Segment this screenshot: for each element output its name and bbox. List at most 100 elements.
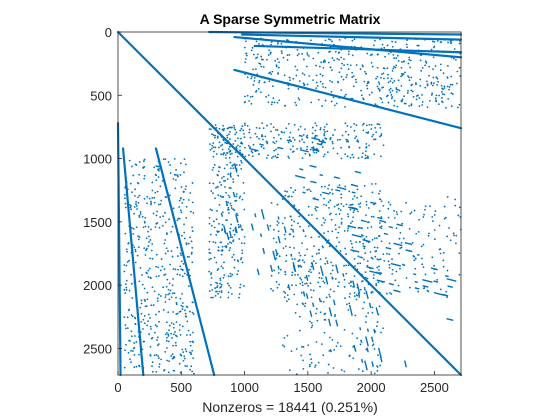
nonzero-point	[284, 190, 286, 193]
nonzero-point	[242, 181, 245, 184]
nonzero-point	[340, 221, 343, 224]
nonzero-point	[227, 206, 230, 209]
nonzero-segment	[360, 358, 364, 363]
nonzero-point	[275, 254, 278, 257]
nonzero-point	[306, 188, 309, 191]
nonzero-point	[420, 257, 423, 260]
x-axis: 0 500 1000 1500 2000 2500	[114, 371, 449, 395]
nonzero-point	[324, 257, 327, 260]
nonzero-point	[169, 194, 171, 197]
nonzero-point	[441, 101, 444, 104]
nonzero-point	[234, 133, 237, 136]
nonzero-point	[176, 335, 178, 338]
nonzero-point	[124, 206, 127, 209]
nonzero-point	[213, 256, 216, 259]
nonzero-segment	[342, 273, 345, 278]
nonzero-point	[167, 333, 170, 336]
nonzero-point	[147, 276, 150, 278]
nonzero-point	[192, 313, 195, 315]
nonzero-point	[167, 340, 170, 343]
nonzero-point	[310, 271, 313, 274]
nonzero-point	[272, 155, 275, 158]
nonzero-point	[355, 124, 358, 127]
nonzero-point	[355, 48, 357, 51]
nonzero-point	[329, 272, 332, 275]
nonzero-point	[244, 95, 246, 98]
nonzero-point	[408, 79, 411, 82]
nonzero-point	[255, 57, 257, 60]
nonzero-point	[281, 45, 284, 48]
nonzero-point	[334, 228, 337, 231]
nonzero-point	[314, 129, 317, 132]
nonzero-point	[440, 54, 443, 57]
nonzero-point	[270, 123, 273, 125]
nonzero-point	[235, 193, 238, 195]
nonzero-point	[266, 124, 268, 127]
nonzero-point	[233, 127, 236, 129]
nonzero-point	[348, 296, 351, 298]
nonzero-point	[287, 298, 290, 301]
nonzero-point	[287, 87, 290, 90]
nonzero-segment	[324, 276, 329, 285]
nonzero-point	[222, 139, 225, 142]
nonzero-point	[222, 267, 224, 270]
nonzero-point	[393, 80, 396, 82]
nonzero-point	[439, 69, 442, 72]
nonzero-point	[365, 72, 367, 75]
nonzero-point	[302, 229, 305, 231]
nonzero-point	[283, 345, 286, 348]
nonzero-point	[427, 234, 430, 237]
nonzero-point	[434, 65, 437, 67]
nonzero-point	[345, 264, 348, 267]
nonzero-point	[236, 214, 239, 217]
nonzero-point	[151, 336, 154, 339]
nonzero-point	[154, 191, 157, 194]
nonzero-point	[379, 273, 382, 276]
nonzero-point	[248, 131, 251, 134]
nonzero-point	[430, 48, 433, 51]
nonzero-point	[312, 146, 315, 149]
nonzero-point	[143, 174, 146, 177]
nonzero-point	[179, 353, 182, 356]
nonzero-point	[327, 38, 330, 41]
nonzero-point	[175, 296, 177, 299]
nonzero-point	[137, 238, 140, 241]
nonzero-point	[142, 318, 145, 321]
nonzero-point	[370, 291, 373, 294]
nonzero-point	[430, 94, 433, 96]
nonzero-point	[311, 126, 314, 129]
nonzero-point	[447, 97, 450, 100]
nonzero-point	[173, 292, 176, 295]
x-tick-label: 2000	[357, 380, 386, 395]
nonzero-point	[188, 255, 191, 258]
nonzero-point	[351, 153, 354, 156]
nonzero-point	[349, 156, 352, 159]
nonzero-point	[341, 62, 343, 65]
nonzero-point	[176, 273, 179, 276]
nonzero-point	[179, 297, 182, 300]
nonzero-segment	[369, 270, 380, 275]
nonzero-point	[239, 195, 242, 198]
nonzero-point	[232, 178, 235, 181]
nonzero-point	[171, 225, 174, 228]
nonzero-point	[434, 97, 437, 100]
nonzero-point	[333, 348, 336, 351]
nonzero-point	[176, 255, 179, 257]
nonzero-point	[158, 310, 160, 313]
nonzero-point	[343, 64, 345, 67]
nonzero-point	[168, 218, 170, 221]
nonzero-point	[262, 147, 265, 150]
nonzero-point	[233, 259, 236, 261]
nonzero-point	[452, 232, 455, 235]
nonzero-point	[219, 286, 222, 289]
nonzero-point	[179, 333, 182, 336]
nonzero-point	[249, 95, 252, 98]
nonzero-point	[298, 209, 301, 211]
nonzero-point	[329, 199, 332, 202]
nonzero-segment	[430, 267, 438, 271]
nonzero-point	[183, 355, 186, 358]
nonzero-point	[236, 273, 239, 276]
nonzero-point	[181, 325, 184, 328]
nonzero-point	[308, 153, 311, 156]
nonzero-point	[416, 38, 418, 41]
